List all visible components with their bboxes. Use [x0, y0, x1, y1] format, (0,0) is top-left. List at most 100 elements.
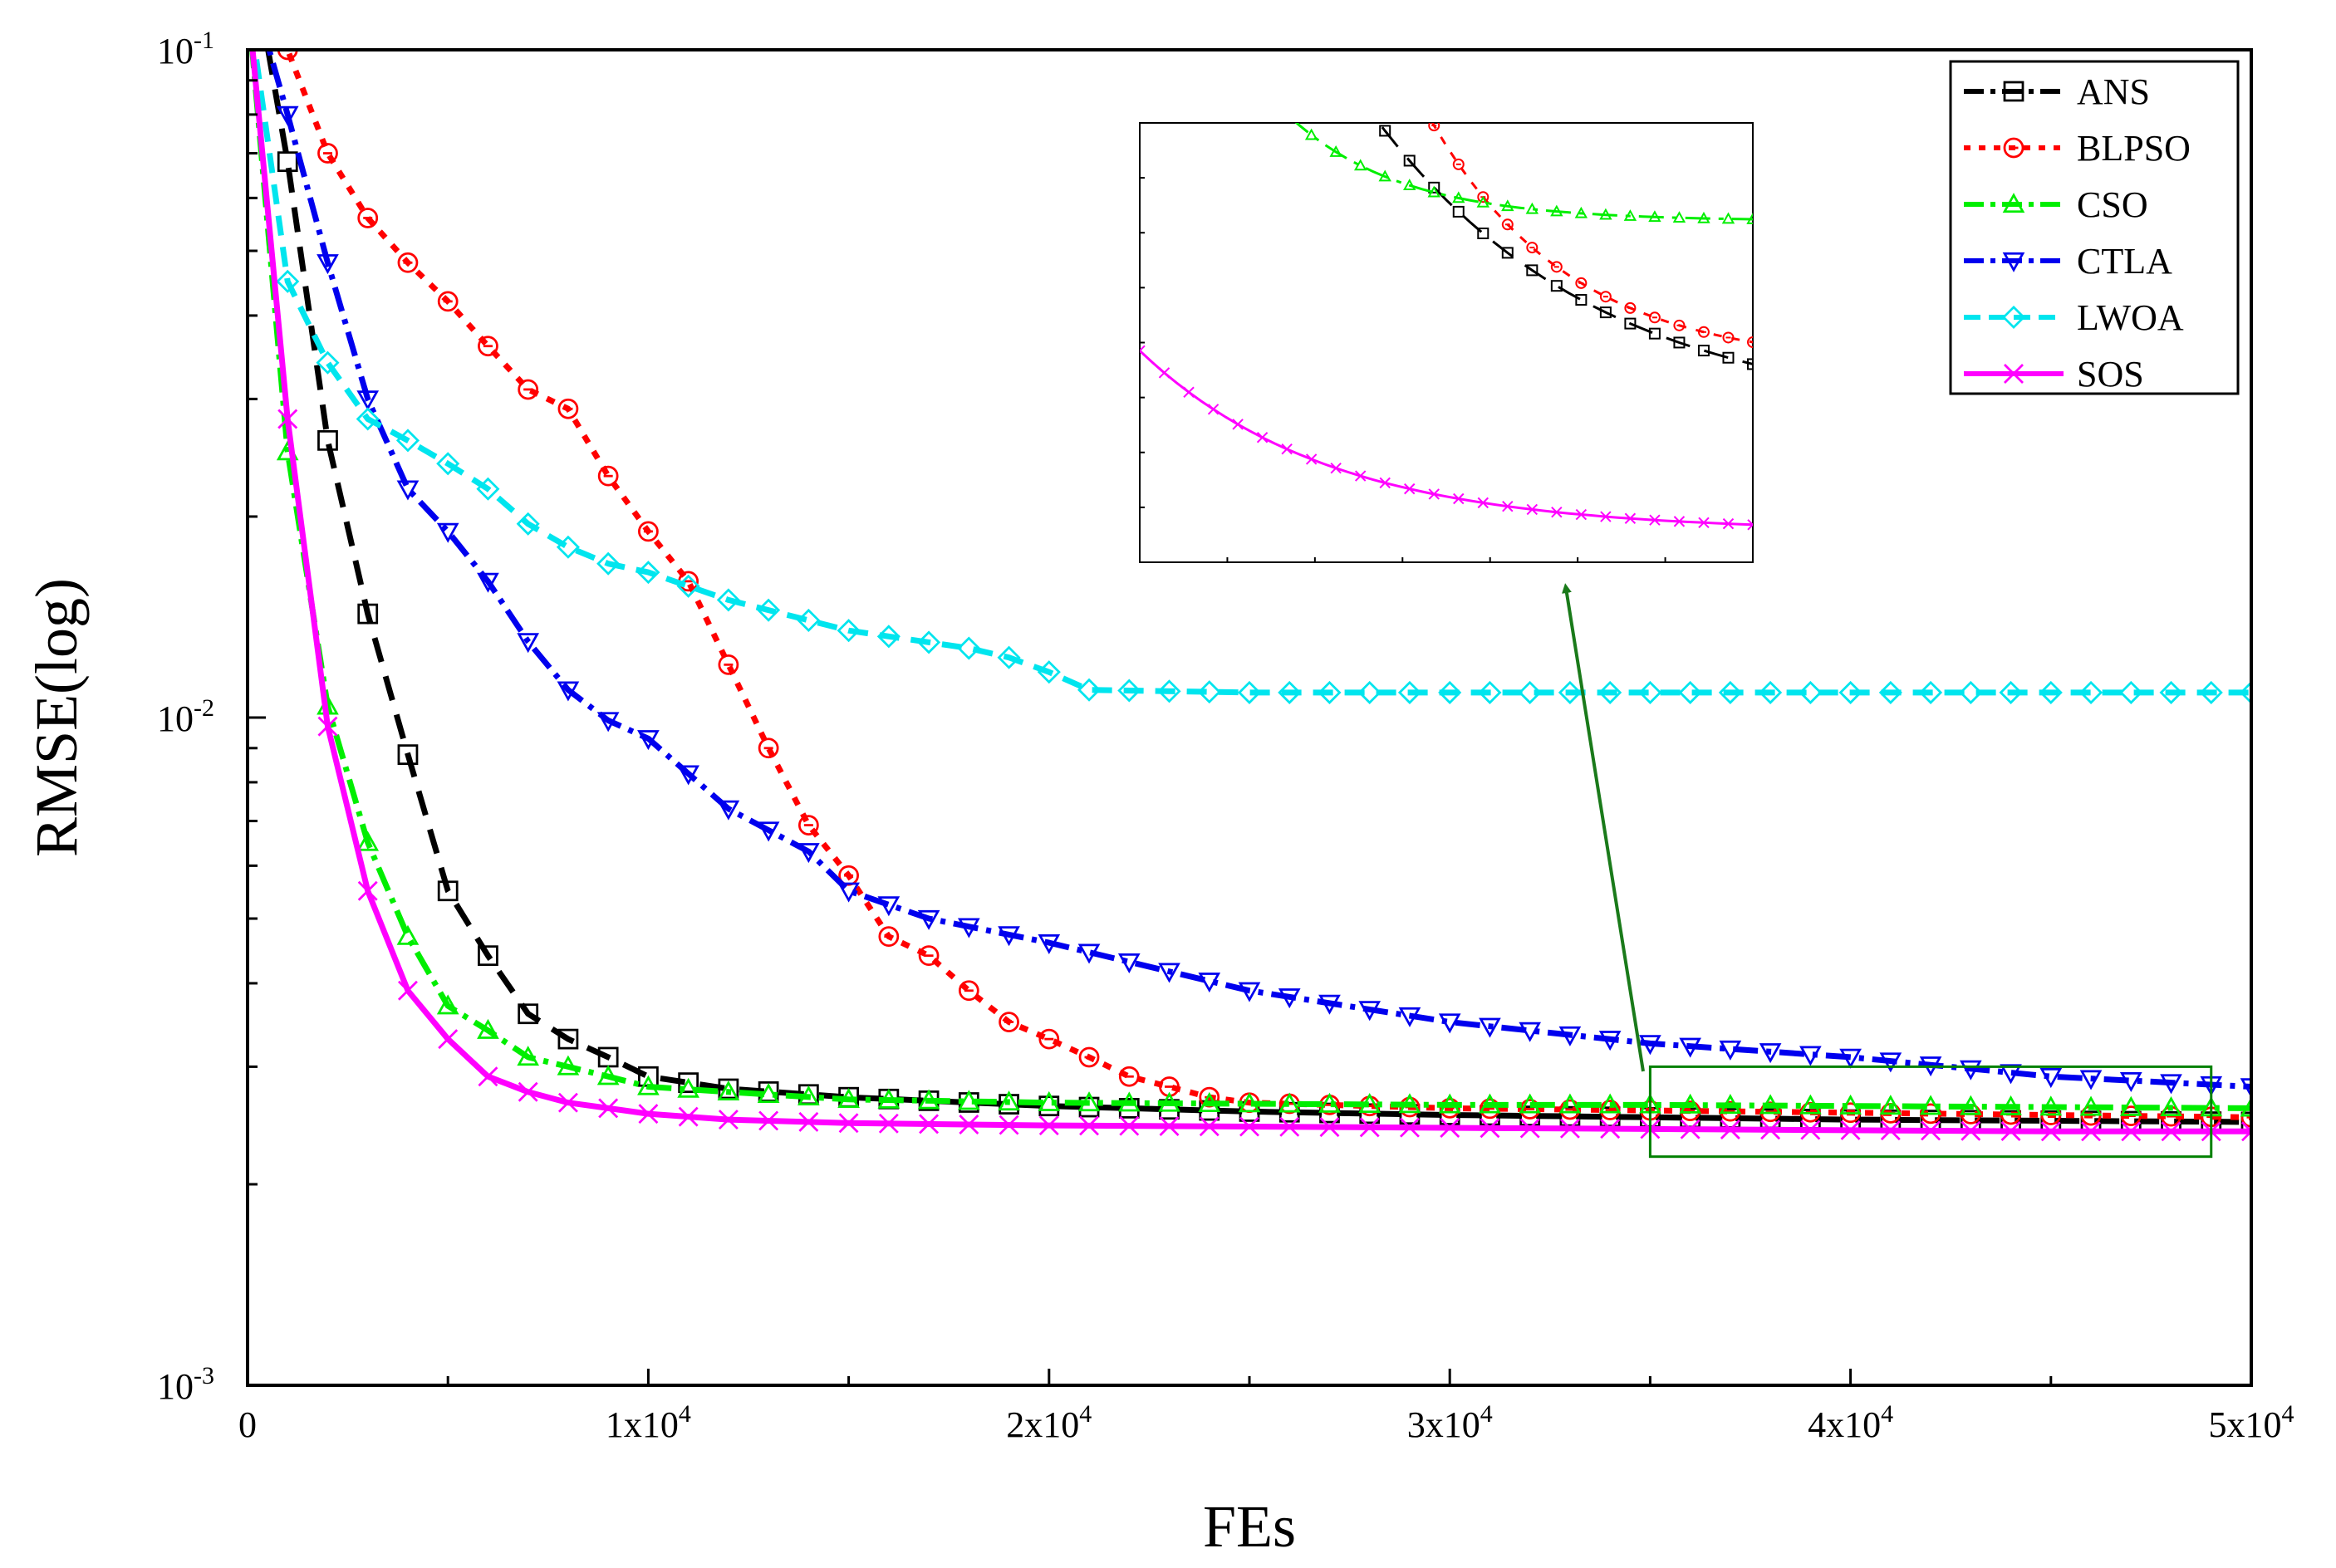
lwoa-point	[997, 645, 1021, 669]
blpso-point	[597, 465, 619, 487]
lwoa-point	[356, 407, 380, 431]
lwoa-point	[1919, 680, 1943, 704]
inset-cso-point	[1282, 109, 1292, 118]
sos-line	[249, 50, 2251, 1134]
y-axis-title: RMSE(log)	[23, 578, 90, 857]
cso-point	[477, 1018, 499, 1039]
sos-point	[1600, 1119, 1621, 1139]
cso-point	[1679, 1093, 1701, 1114]
cso-point	[797, 1085, 820, 1105]
inset-ans-point	[1379, 125, 1391, 137]
cso-point	[1519, 1093, 1542, 1114]
lwoa-point	[1077, 678, 1102, 702]
inset-sos-point	[1502, 500, 1514, 512]
lwoa-point	[1878, 680, 1902, 704]
ctla-point	[2000, 1064, 2022, 1085]
blpso-point	[478, 336, 498, 357]
blpso-point	[357, 208, 379, 228]
lwoa-point	[1478, 680, 1502, 704]
inset-cso-point	[1378, 169, 1391, 182]
ctla-point	[717, 800, 740, 821]
blpso-point	[758, 737, 779, 759]
inset-ans-line	[1377, 123, 1753, 365]
sos-point	[2121, 1121, 2142, 1142]
cso-point	[2119, 1095, 2142, 1116]
ctla-point	[2240, 1078, 2251, 1099]
ctla-point	[1318, 994, 1341, 1015]
legend-item-ans: ANS	[1964, 71, 2150, 112]
inset-sos-point	[1158, 367, 1170, 379]
ans-point	[1519, 1105, 1541, 1126]
sos-point	[2241, 1121, 2251, 1142]
inset-cso-point	[1329, 145, 1342, 157]
cso-point	[1398, 1093, 1421, 1114]
x-tick-label: 3x104	[1407, 1400, 1493, 1445]
ans-point	[357, 603, 379, 625]
ctla-point	[1719, 1040, 1742, 1061]
inset-sos-point	[1404, 483, 1416, 495]
lwoa-point	[1318, 680, 1342, 704]
sos-point	[317, 716, 338, 737]
inset-ans-point	[1452, 205, 1465, 218]
lwoa-point	[596, 551, 621, 576]
inset-sos-point	[1354, 470, 1367, 482]
inset-cso-point	[1304, 128, 1318, 140]
inset-blpso-point	[1722, 331, 1735, 344]
lwoa-point	[636, 561, 660, 585]
sos-point	[1239, 1116, 1259, 1137]
ans-point	[478, 945, 498, 967]
inset-cso-point	[1721, 212, 1735, 224]
sos-point	[357, 880, 378, 901]
ctla-point	[1077, 943, 1101, 964]
lwoa-point	[876, 625, 901, 649]
inset-ans-point	[1477, 228, 1489, 240]
inset-blpso-point	[1405, 75, 1415, 85]
sos-point	[277, 409, 298, 429]
sos-point	[678, 1106, 699, 1127]
ctla-point	[677, 765, 699, 786]
inset-sos-point	[1600, 511, 1612, 522]
ctla-point	[1879, 1052, 1902, 1073]
blpso-point	[958, 980, 979, 1002]
inset-cso-point	[1550, 204, 1563, 217]
inset-blpso-point	[1526, 242, 1539, 254]
ctla-point	[797, 843, 820, 864]
cso-point	[396, 924, 420, 945]
ctla-point	[837, 882, 860, 903]
cso-point	[1318, 1092, 1341, 1113]
legend-item-lwoa: LWOA	[1964, 297, 2184, 338]
blpso-point	[999, 1012, 1019, 1032]
inset-ans-point	[1747, 358, 1753, 370]
cso-point	[2240, 1096, 2251, 1117]
inset-cso-point	[1258, 83, 1268, 92]
blpso-point	[317, 143, 338, 164]
inset-ans-point	[1331, 56, 1341, 66]
legend-item-blpso: BLPSO	[1964, 128, 2191, 169]
ctla-point	[1959, 1060, 1982, 1080]
inset-cso-point	[1525, 202, 1539, 214]
lwoa-point	[1999, 680, 2023, 704]
cso-point	[436, 994, 459, 1015]
inset-cso-point	[1476, 195, 1489, 208]
inset-cso-point	[1599, 208, 1612, 220]
sos-point	[478, 1066, 498, 1087]
cso-point	[1038, 1090, 1061, 1111]
sos-point	[1480, 1118, 1500, 1139]
inset-ans-point	[1307, 15, 1317, 25]
cso-point	[1598, 1093, 1622, 1114]
cso-point	[677, 1077, 699, 1098]
ctla-point	[596, 712, 620, 733]
ctla-point	[356, 390, 380, 411]
zoom-inset	[1139, 15, 1754, 563]
inset-sos-point	[1379, 477, 1391, 489]
cso-point	[1759, 1094, 1782, 1115]
cso-line	[249, 50, 2251, 1111]
zoom-region-box	[1648, 1065, 2213, 1159]
ctla-point	[1759, 1043, 1782, 1064]
sos-point	[1880, 1120, 1901, 1141]
inset-series-cso	[1258, 83, 1753, 224]
x-tick-label: 1x104	[606, 1400, 691, 1445]
zoom-annotation	[1139, 15, 2213, 1159]
sos-point	[1840, 1120, 1861, 1140]
inset-cso-point	[1574, 206, 1588, 218]
